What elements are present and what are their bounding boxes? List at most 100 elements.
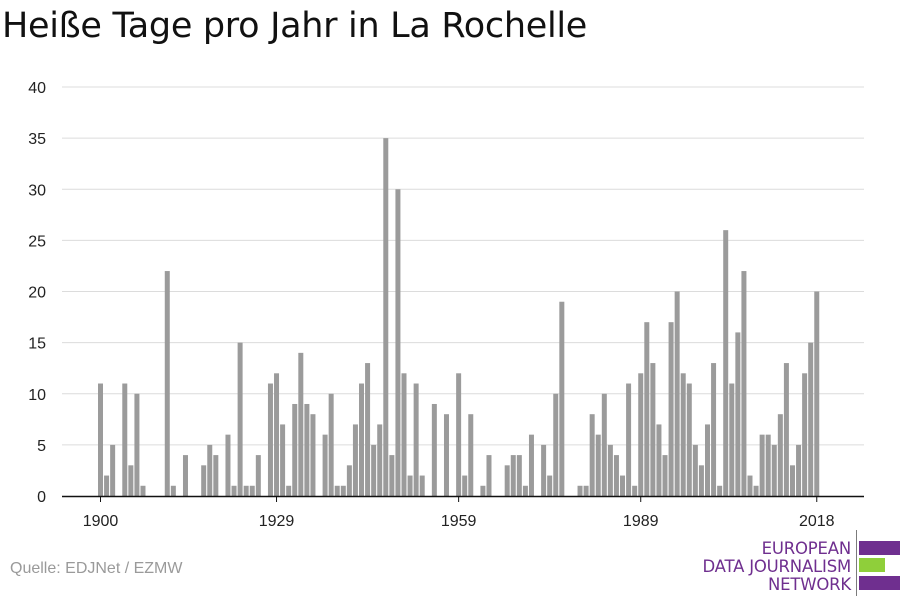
bar-1929: [274, 373, 280, 496]
chart-title: Heiße Tage pro Jahr in La Rochelle: [2, 6, 588, 46]
bar-1997: [686, 383, 692, 496]
bar-1974: [547, 475, 553, 496]
bar-1942: [352, 424, 358, 496]
bar-1928: [267, 383, 273, 496]
x-tick-label-2018: 2018: [799, 513, 835, 530]
bar-2005: [735, 332, 741, 496]
bar-1976: [559, 301, 565, 496]
edjnet-logo: EUROPEAN DATA JOURNALISM NETWORK: [702, 530, 900, 600]
bar-2007: [747, 475, 753, 496]
bars: [98, 138, 820, 497]
bar-1970: [522, 485, 528, 496]
bar-1919: [213, 455, 219, 496]
y-tick-label-35: 35: [28, 131, 46, 148]
bar-1947: [383, 138, 389, 497]
bar-1957: [443, 414, 449, 496]
bar-1994: [668, 322, 674, 496]
source-note: Quelle: EDJNet / EZMW: [10, 560, 183, 577]
bar-2015: [796, 444, 802, 497]
bar-1998: [692, 444, 698, 497]
bar-1911: [164, 271, 170, 496]
bar-1907: [140, 485, 146, 496]
bar-1921: [225, 434, 231, 496]
bar-1940: [340, 485, 346, 496]
bar-1969: [516, 455, 522, 496]
y-tick-label-40: 40: [28, 80, 46, 97]
bar-1937: [322, 434, 328, 496]
bar-1979: [577, 485, 583, 496]
bar-1963: [480, 485, 486, 496]
bar-2018: [814, 291, 820, 496]
bar-1901: [104, 475, 110, 496]
bar-1933: [298, 352, 304, 496]
bar-1982: [595, 434, 601, 496]
bar-1987: [626, 383, 632, 496]
bar-1961: [468, 414, 474, 496]
bar-2009: [759, 434, 765, 496]
x-tick-label-1959: 1959: [441, 513, 477, 530]
bar-2003: [723, 230, 729, 496]
y-tick-label-10: 10: [28, 387, 46, 404]
bar-1960: [462, 475, 468, 496]
bar-1990: [644, 322, 650, 496]
bar-2013: [783, 363, 789, 496]
bar-1950: [401, 373, 407, 496]
bar-1934: [304, 403, 310, 496]
bar-1986: [620, 475, 626, 496]
logo-divider: [856, 530, 857, 596]
bar-1991: [650, 363, 656, 496]
bar-2011: [771, 444, 777, 497]
bar-1938: [328, 393, 334, 496]
bar-1924: [243, 485, 249, 496]
bar-1906: [134, 393, 140, 496]
bar-1943: [359, 383, 365, 496]
bar-2014: [789, 465, 795, 496]
logo-line-3: NETWORK: [767, 575, 851, 594]
bar-1967: [504, 465, 510, 496]
bar-1912: [170, 485, 176, 496]
bar-2002: [717, 485, 723, 496]
y-tick-label-0: 0: [37, 489, 46, 506]
bar-1918: [207, 444, 213, 497]
bar-1941: [346, 465, 352, 496]
bar-1964: [486, 455, 492, 496]
bar-1905: [128, 465, 134, 496]
bar-1932: [292, 403, 298, 496]
bar-1904: [122, 383, 128, 496]
bar-1946: [377, 424, 383, 496]
x-tick-label-1929: 1929: [259, 513, 295, 530]
bar-2000: [705, 424, 710, 496]
y-tick-label-15: 15: [28, 336, 46, 353]
bar-1944: [365, 363, 371, 496]
bar-1996: [680, 373, 686, 496]
bar-1975: [553, 393, 559, 496]
bar-1922: [231, 485, 237, 496]
bar-1951: [407, 475, 413, 496]
bar-1923: [237, 342, 243, 497]
bar-1995: [674, 291, 680, 496]
logo-bar-3: [859, 576, 900, 590]
bar-1953: [419, 475, 425, 496]
bar-1985: [613, 455, 619, 496]
bar-1968: [510, 455, 516, 496]
bar-1935: [310, 414, 316, 496]
y-tick-label-20: 20: [28, 285, 46, 302]
bar-1980: [583, 485, 589, 496]
bar-1989: [638, 373, 644, 496]
logo-bar-1: [859, 541, 900, 555]
bar-1993: [662, 455, 668, 496]
y-tick-label-5: 5: [37, 438, 46, 455]
bar-1999: [698, 465, 704, 496]
bar-1902: [110, 444, 116, 497]
gridlines: [62, 86, 864, 446]
bar-2017: [808, 342, 814, 497]
bar-2008: [753, 485, 759, 496]
bar-1931: [286, 485, 292, 496]
bar-1959: [456, 373, 462, 496]
bar-1930: [280, 424, 286, 496]
bar-1983: [601, 393, 607, 496]
bar-1988: [632, 485, 638, 496]
bar-1917: [201, 465, 207, 496]
bar-1914: [182, 455, 188, 496]
